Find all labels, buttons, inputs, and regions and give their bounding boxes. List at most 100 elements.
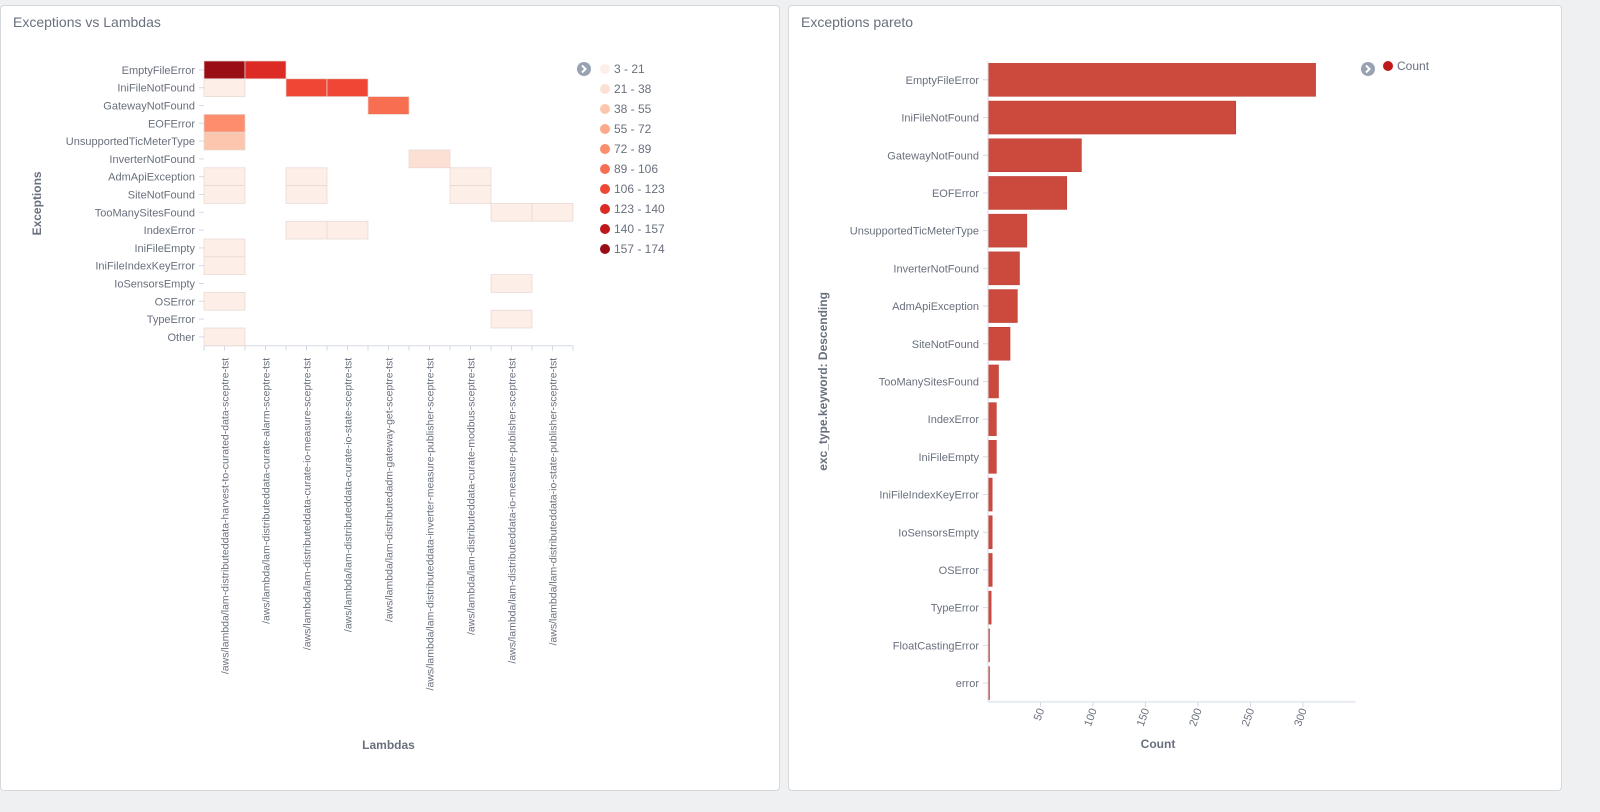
legend-label[interactable]: 38 - 55 [614, 102, 652, 116]
legend-toggle-button[interactable] [1361, 62, 1375, 76]
legend-label[interactable]: 157 - 174 [614, 242, 665, 256]
x-tick-label: /aws/lambda/lam-distributeddata-curate-i… [343, 358, 355, 632]
heatmap-cell[interactable] [490, 274, 533, 293]
x-tick-label: /aws/lambda/lam-distributeddata-curate-m… [466, 358, 478, 635]
legend-swatch[interactable] [600, 144, 610, 154]
y-tick-label: IniFileIndexKeyError [879, 490, 979, 502]
heatmap-cell[interactable] [203, 238, 246, 258]
legend-swatch[interactable] [600, 244, 610, 254]
heatmap-cell[interactable] [203, 256, 246, 275]
legend-swatch[interactable] [600, 84, 610, 94]
legend-label[interactable]: 140 - 157 [614, 222, 665, 236]
y-tick-label: IoSensorsEmpty [898, 527, 979, 539]
heatmap-cell[interactable] [326, 220, 369, 240]
heatmap-title: Exceptions vs Lambdas [13, 14, 161, 30]
legend-label[interactable]: 21 - 38 [614, 82, 652, 96]
heatmap-cell[interactable] [490, 203, 533, 222]
heatmap-cell[interactable] [449, 167, 492, 186]
legend-label[interactable]: 106 - 123 [614, 182, 665, 196]
x-tick-label: 250 [1240, 707, 1258, 728]
y-tick-label: OSError [155, 296, 196, 308]
x-tick-label: /aws/lambda/lam-distributeddata-io-measu… [507, 358, 519, 664]
legend-swatch[interactable] [600, 224, 610, 234]
bar[interactable] [987, 440, 997, 474]
legend-label[interactable]: 55 - 72 [614, 122, 652, 136]
heatmap-cell[interactable] [285, 220, 328, 240]
x-tick-label: 50 [1032, 707, 1047, 723]
y-tick-label: EOFError [932, 188, 979, 200]
heatmap-panel: Exceptions vs Lambdas EmptyFileError IniF… [0, 5, 780, 791]
legend-swatch[interactable] [600, 104, 610, 114]
bar[interactable] [987, 289, 1018, 323]
y-tick-label: EOFError [148, 118, 195, 130]
heatmap-cell[interactable] [408, 149, 451, 169]
y-tick-label: IniFileIndexKeyError [95, 261, 195, 273]
legend-label[interactable]: 89 - 106 [614, 162, 658, 176]
y-axis-title: exc_type.keyword: Descending [816, 292, 830, 471]
heatmap-cell[interactable] [285, 78, 328, 97]
heatmap-cell[interactable] [285, 167, 328, 186]
heatmap-chart: EmptyFileError IniFileNotFound GatewayNotF… [30, 60, 665, 752]
heatmap-cell[interactable] [326, 78, 369, 97]
y-tick-label: IniFileEmpty [918, 452, 979, 464]
legend-label[interactable]: 123 - 140 [614, 202, 665, 216]
y-tick-label: TypeError [147, 314, 196, 326]
heatmap-cell[interactable] [203, 292, 246, 311]
legend-swatch[interactable] [600, 164, 610, 174]
heatmap-cell[interactable] [203, 60, 246, 80]
heatmap-cell[interactable] [244, 60, 287, 80]
y-tick-label: GatewayNotFound [103, 101, 195, 113]
bar[interactable] [987, 251, 1020, 286]
y-tick-label: IndexError [928, 414, 980, 426]
y-tick-label: UnsupportedTicMeterType [850, 226, 979, 238]
x-tick-label: 300 [1292, 707, 1310, 728]
y-tick-label: GatewayNotFound [887, 150, 979, 162]
heatmap-cell[interactable] [490, 309, 533, 329]
legend-swatch[interactable] [600, 64, 610, 74]
x-tick-label: /aws/lambda/lam-distributedadm-gateway-g… [384, 358, 396, 622]
heatmap-cell[interactable] [203, 131, 246, 151]
y-tick-label: IoSensorsEmpty [114, 279, 195, 291]
x-tick-label: /aws/lambda/lam-distributeddata-io-state… [548, 358, 560, 646]
bar[interactable] [987, 213, 1028, 248]
x-tick-label: /aws/lambda/lam-distributeddata-harvest-… [220, 358, 232, 674]
bar[interactable] [987, 138, 1082, 172]
heatmap-cell[interactable] [531, 203, 574, 222]
bar[interactable] [987, 176, 1067, 210]
heatmap-cell[interactable] [203, 167, 246, 186]
bar[interactable] [987, 553, 993, 587]
pareto-panel: Exceptions pareto EmptyFileError IniFileN… [788, 5, 1562, 791]
heatmap-cell[interactable] [285, 185, 328, 204]
legend-swatch[interactable] [1383, 61, 1393, 71]
x-axis-title: Lambdas [362, 738, 415, 752]
legend-swatch[interactable] [600, 184, 610, 194]
bar[interactable] [987, 364, 999, 399]
heatmap-cell[interactable] [203, 185, 246, 204]
legend-swatch[interactable] [600, 124, 610, 134]
y-tick-label: AdmApiException [108, 172, 195, 184]
y-tick-label: UnsupportedTicMeterType [66, 136, 195, 148]
legend-label[interactable]: Count [1397, 59, 1430, 73]
y-tick-label: InverterNotFound [893, 263, 979, 275]
bar[interactable] [987, 515, 993, 549]
heatmap-cell[interactable] [203, 327, 246, 347]
x-tick-label: /aws/lambda/lam-distributeddata-inverter… [425, 358, 437, 691]
legend-swatch[interactable] [600, 204, 610, 214]
y-tick-label: IniFileNotFound [117, 83, 195, 95]
bar[interactable] [987, 402, 997, 436]
bar[interactable] [987, 327, 1011, 361]
bar[interactable] [987, 100, 1237, 135]
heatmap-cell[interactable] [449, 185, 492, 204]
y-tick-label: Other [167, 332, 195, 344]
x-tick-label: 150 [1135, 707, 1153, 728]
bar[interactable] [987, 63, 1316, 97]
heatmap-cell[interactable] [367, 96, 410, 115]
legend-label[interactable]: 72 - 89 [614, 142, 652, 156]
heatmap-cell[interactable] [203, 114, 246, 133]
heatmap-cell[interactable] [203, 78, 246, 97]
bar[interactable] [987, 477, 993, 512]
legend-label[interactable]: 3 - 21 [614, 62, 645, 76]
legend-toggle-button[interactable] [577, 62, 591, 76]
x-tick-label: /aws/lambda/lam-distributeddata-curate-i… [302, 358, 314, 650]
x-tick-label: 200 [1187, 707, 1205, 728]
